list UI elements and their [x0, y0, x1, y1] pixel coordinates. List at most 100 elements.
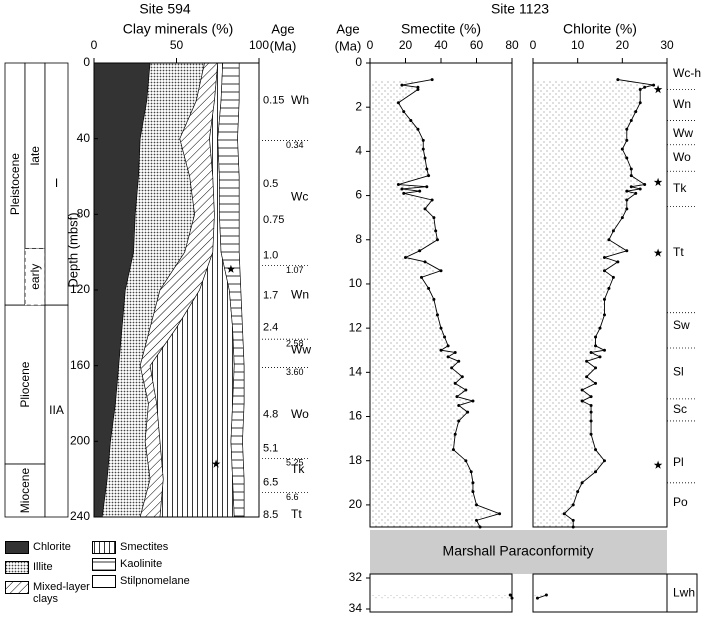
data-point [475, 518, 478, 522]
data-point [598, 326, 602, 330]
zone-label: Wc [291, 189, 308, 203]
zone-label: Wc-h [673, 66, 701, 80]
data-point [396, 183, 400, 187]
y-tick-label: 18 [349, 453, 363, 467]
data-point [629, 167, 633, 171]
legend-label: Stilpnomelane [120, 575, 190, 587]
zone-label: Ww [291, 343, 311, 357]
zone-label: Tk [291, 462, 305, 476]
data-point [589, 410, 593, 414]
legend-swatch-fill [92, 558, 116, 571]
data-point [455, 395, 459, 399]
age-title: (Ma) [270, 38, 297, 53]
data-point [625, 249, 629, 253]
age-label: 0.15 [263, 95, 284, 107]
data-point [625, 138, 629, 142]
age-boundary-label: 1.07 [286, 265, 304, 275]
zone-label: Po [673, 495, 688, 509]
y-tick-label: 16 [349, 409, 363, 423]
y-tick-label: 40 [77, 131, 91, 145]
data-point [638, 187, 642, 191]
data-point [594, 344, 598, 348]
data-point [611, 275, 615, 279]
data-point [402, 110, 406, 114]
legend-label: Smectites [120, 541, 169, 553]
data-point [453, 350, 457, 354]
data-point [580, 399, 584, 403]
subepoch-box [24, 247, 46, 306]
data-point [469, 470, 473, 474]
data-point [421, 147, 425, 151]
unit-box [44, 304, 69, 518]
data-point [430, 198, 434, 202]
zone-label: Sl [673, 365, 684, 379]
data-point [576, 490, 580, 494]
data-point [585, 359, 589, 363]
data-point [620, 147, 624, 151]
zone-box [666, 573, 698, 613]
data-point [446, 344, 450, 348]
data-line [537, 594, 547, 599]
data-point [562, 512, 566, 516]
unit-label: I [55, 176, 58, 190]
x-tick-label: 40 [434, 38, 448, 52]
data-point [427, 286, 431, 290]
data-point [457, 419, 461, 423]
x-tick-label: 50 [170, 38, 184, 52]
data-point [435, 238, 439, 242]
y-tick-label: 0 [355, 55, 362, 69]
data-point [471, 490, 475, 494]
data-point [402, 191, 406, 195]
data-point [535, 596, 539, 600]
data-point [589, 403, 593, 407]
age-label: 0.5 [263, 178, 278, 190]
data-point [594, 366, 598, 370]
age-boundary-label: 5.25 [286, 458, 304, 468]
data-point [471, 399, 475, 403]
zone-label: Wh [291, 93, 309, 107]
data-point [425, 167, 429, 171]
data-point [643, 183, 647, 187]
legend-item: Stilpnomelane [92, 575, 190, 588]
data-point [611, 229, 615, 233]
data-point [607, 286, 611, 290]
data-point [466, 410, 470, 414]
data-point [453, 381, 457, 385]
data-point [571, 503, 575, 507]
x-tick-label: 20 [616, 38, 630, 52]
data-point [638, 88, 642, 92]
y-tick-label: 0 [83, 55, 90, 69]
data-point [400, 83, 404, 87]
panel-frame [532, 62, 668, 528]
data-point [446, 355, 450, 359]
y-tick-label: 32 [349, 570, 363, 584]
data-point [607, 238, 611, 242]
zone-label: Wo [291, 407, 309, 421]
data-point [629, 118, 633, 122]
y-tick-label: 200 [70, 434, 90, 448]
y-axis-label: Depth (mbsf) [65, 212, 80, 287]
data-point [594, 448, 598, 452]
stipple-area [370, 79, 500, 528]
data-point [589, 395, 593, 399]
data-point [460, 375, 464, 379]
x-axis-label: Clay minerals (%) [123, 21, 233, 37]
age-boundary-label: 6.6 [286, 492, 299, 502]
epoch-label: Pliocene [18, 361, 32, 407]
y-tick-label: 240 [70, 509, 90, 523]
legend-swatch-fill [92, 541, 116, 554]
data-point [416, 127, 420, 131]
legend-item: Chlorite [5, 541, 95, 554]
legend-swatch-fill [5, 541, 29, 554]
data-point [571, 518, 575, 522]
data-point [594, 335, 598, 339]
y-tick-label: 80 [77, 207, 91, 221]
stipple-area [370, 595, 512, 599]
x-tick-label: 80 [505, 38, 519, 52]
zone-label: Tt [291, 507, 302, 521]
data-point [544, 593, 548, 597]
data-point [435, 313, 439, 317]
y-tick-label: 10 [349, 276, 363, 290]
star [653, 460, 663, 469]
data-point [625, 156, 629, 160]
